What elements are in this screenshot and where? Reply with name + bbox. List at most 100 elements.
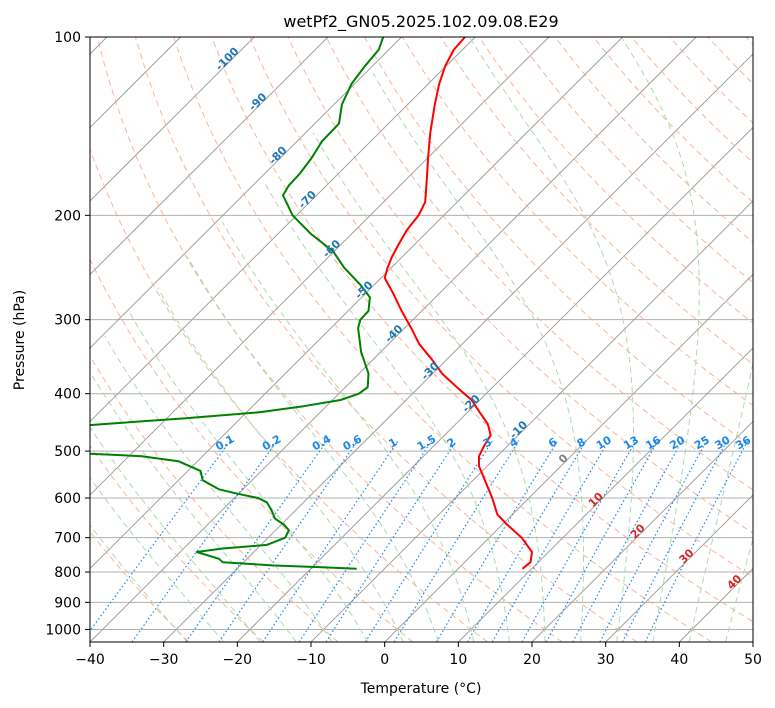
isotherm-line [678, 567, 753, 642]
dry-adiabat-line [745, 37, 753, 45]
isotherm-label: -80 [266, 144, 289, 167]
isotherm-label: -30 [419, 359, 442, 382]
mixing-ratio-line [644, 440, 749, 642]
y-axis-label: Pressure (hPa) [12, 290, 28, 390]
y-tick-label: 800 [54, 565, 81, 581]
mixing-ratio-label: 0.6 [341, 432, 365, 453]
mixing-ratio-line [90, 440, 232, 632]
isotherm-line [384, 273, 753, 642]
moist-adiabat-line [90, 476, 225, 642]
mixing-ratio-line [185, 440, 328, 642]
moist-adiabat-line [90, 524, 188, 642]
moist-adiabat-line [372, 72, 584, 642]
moist-adiabat-line [90, 426, 261, 642]
y-tick-label: 300 [54, 313, 81, 329]
isotherm-label: -90 [246, 90, 269, 113]
isotherm-line [90, 37, 255, 202]
moist-adiabat-line [262, 180, 510, 642]
y-tick-label: 200 [54, 208, 81, 224]
mixing-ratio-line [572, 440, 683, 642]
dry-adiabat-line [516, 37, 753, 284]
isotherm-line [163, 53, 753, 642]
isotherm-line [90, 37, 402, 349]
chart-title: wetPf2_GN05.2025.102.09.08.E29 [283, 12, 558, 32]
dry-adiabat-line [90, 530, 190, 642]
mixing-ratio-line [298, 440, 433, 642]
mixing-ratio-line [545, 440, 659, 642]
mixing-ratio-line [218, 440, 359, 642]
mixing-ratio-line [599, 440, 708, 642]
mixing-ratio-line [621, 440, 728, 642]
moist-adiabat-line [312, 132, 546, 642]
mixing-ratio-label: 13 [621, 433, 641, 452]
dry-adiabat-line [90, 147, 488, 642]
isotherm-label: 40 [724, 572, 744, 592]
moist-adiabat-line [688, 361, 753, 642]
dry-adiabat-line [173, 37, 712, 642]
y-tick-label: 100 [54, 30, 81, 46]
mixing-ratio-label: 16 [643, 433, 663, 452]
dry-adiabat-line [134, 37, 638, 642]
mixing-ratio-label: 0.2 [260, 432, 283, 453]
mixing-ratio-label: 1 [386, 435, 399, 450]
isotherm-line [90, 37, 697, 642]
plot-frame [89, 36, 754, 643]
isotherm-label: 10 [586, 490, 606, 510]
x-tick-label: 30 [597, 652, 615, 668]
mixing-ratio-line [131, 440, 278, 642]
mixing-ratio-line [491, 440, 610, 642]
plot-area [90, 37, 753, 642]
dry-adiabat-line [90, 445, 264, 642]
moist-adiabat-line [620, 37, 700, 642]
isotherm-line [90, 37, 476, 423]
mixing-ratio-line [325, 440, 458, 642]
y-tick-label: 400 [54, 387, 81, 403]
isotherm-line [605, 494, 753, 642]
dry-adiabat-line [211, 37, 753, 623]
mixing-ratio-line [521, 440, 637, 642]
temperature-profile-line [383, 37, 533, 570]
mixing-ratio-label: 2 [445, 435, 458, 450]
x-axis-label: Temperature (°C) [360, 681, 482, 697]
mixing-ratio-label: 30 [713, 433, 733, 452]
dry-adiabat-line [554, 37, 753, 243]
dry-adiabat-line [90, 355, 339, 642]
dewpoint-profile-line [90, 37, 385, 570]
moist-adiabat-line [157, 287, 404, 642]
isotherm-label: -40 [382, 322, 405, 345]
y-tick-label: 900 [54, 595, 81, 611]
moist-adiabat-line [187, 256, 439, 642]
isotherm-label: 30 [677, 546, 697, 566]
dry-adiabat-line [440, 37, 753, 365]
mixing-ratio-label: 1.5 [415, 432, 438, 453]
isotherm-line [90, 37, 623, 570]
mixing-ratio-label: 0.1 [213, 432, 236, 453]
mixing-ratio-label: 8 [575, 435, 588, 450]
isotherm-label: -70 [296, 188, 319, 211]
y-tick-label: 1000 [45, 622, 81, 638]
mixing-ratio-label: 6 [546, 435, 559, 450]
dry-adiabat-line [325, 37, 753, 491]
mixing-ratio-line [435, 440, 559, 642]
mixing-ratio-line [262, 440, 399, 642]
isotherm-label: -100 [213, 44, 242, 73]
dry-adiabat-line [90, 258, 414, 642]
isotherm-label: 20 [628, 521, 648, 541]
mixing-ratio-label: 25 [692, 433, 712, 452]
x-tick-label: 10 [449, 652, 467, 668]
mixing-ratio-label: 0.4 [310, 432, 334, 453]
mixing-ratio-line [466, 440, 587, 642]
moist-adiabat-line [221, 221, 475, 642]
y-tick-label: 500 [54, 444, 81, 460]
isotherm-line [457, 347, 753, 642]
isotherm-label: -60 [320, 237, 343, 260]
y-tick-label: 700 [54, 531, 81, 547]
x-tick-label: −40 [75, 652, 105, 668]
isotherm-line [752, 641, 753, 642]
moist-adiabat-line [128, 310, 369, 642]
mixing-ratio-line [393, 440, 520, 642]
isotherm-line [531, 420, 753, 642]
isotherm-line [90, 37, 329, 276]
isotherm-line [90, 37, 550, 496]
